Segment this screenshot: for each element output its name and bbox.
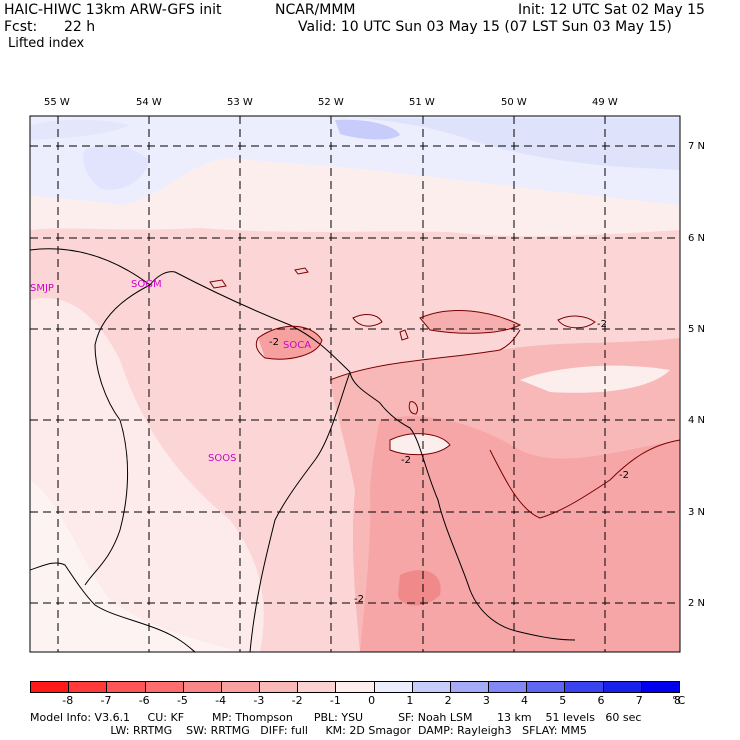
lon-label: 49 W [592, 97, 618, 108]
field-pale-patch [520, 365, 670, 393]
station-label: SOGM [131, 279, 162, 290]
colorbar-unit: °C [672, 694, 686, 707]
lat-label: 2 N [688, 598, 706, 609]
colorbar-swatch [527, 682, 566, 692]
field-core [398, 570, 441, 606]
contour-label: -2 [401, 455, 411, 466]
station-label: SOCA [283, 340, 312, 351]
colorbar-tick-label: -1 [329, 694, 341, 707]
colorbar-swatch [31, 682, 70, 692]
lat-label: 6 N [688, 233, 706, 244]
colorbar-swatch [450, 682, 490, 692]
colorbar-swatch [374, 682, 413, 692]
station-label: SMJP [30, 283, 54, 294]
station-label: SOOS [208, 453, 237, 464]
field-core [420, 310, 520, 334]
colorbar [30, 681, 680, 693]
colorbar-swatch [489, 682, 528, 692]
lat-label: 5 N [688, 324, 706, 335]
lon-label: 55 W [44, 97, 70, 108]
colorbar-tick-label: 1 [406, 694, 414, 707]
colorbar-tick-labels: -8 -7 -6 -5 -4 -3 -2 -1 0 1 2 3 4 5 6 7 8 [0, 694, 740, 708]
org-label: NCAR/MMM [275, 2, 356, 18]
colorbar-swatch [260, 682, 299, 692]
contour-label: -2 [269, 337, 279, 348]
init-time: Init: 12 UTC Sat 02 May 15 [518, 2, 705, 18]
colorbar-swatch [69, 682, 108, 692]
contour-label: -2 [354, 594, 364, 605]
colorbar-tick-label: 3 [482, 694, 490, 707]
forecast-value: 22 h [64, 19, 96, 35]
contour-label: -2 [619, 470, 629, 481]
colorbar-tick-label: 6 [597, 694, 605, 707]
colorbar-swatch [298, 682, 337, 692]
contour-label: -2 [597, 319, 607, 330]
graticule [30, 116, 680, 652]
lat-label: 3 N [688, 507, 706, 518]
colorbar-swatch [641, 682, 679, 692]
lon-label: 54 W [136, 97, 162, 108]
colorbar-swatch [412, 682, 451, 692]
colorbar-tick-label: -6 [138, 694, 150, 707]
colorbar-tick-label: -7 [100, 694, 112, 707]
lat-label: 7 N [688, 141, 706, 152]
colorbar-tick-label: 4 [521, 694, 529, 707]
field-land-pale [30, 480, 240, 652]
model-title: HAIC-HIWC 13km ARW-GFS init [4, 2, 222, 18]
colorbar-swatch [603, 682, 642, 692]
colorbar-tick-label: -3 [253, 694, 265, 707]
colorbar-tick-label: 0 [368, 694, 376, 707]
colorbar-tick-label: 2 [444, 694, 452, 707]
field-name: Lifted index [8, 36, 85, 51]
colorbar-tick-label: 5 [559, 694, 567, 707]
colorbar-swatch [565, 682, 604, 692]
field-stable-core [335, 119, 400, 140]
field-stable-core [30, 119, 130, 140]
colorbar-tick-label: 7 [635, 694, 643, 707]
lon-label: 52 W [318, 97, 344, 108]
lon-label: 53 W [227, 97, 253, 108]
colorbar-swatch [221, 682, 261, 692]
contour-minus2 [209, 267, 680, 519]
colorbar-tick-label: -8 [62, 694, 74, 707]
colorbar-tick-label: -2 [291, 694, 303, 707]
field-land-pale [30, 298, 264, 652]
field-stable-core [83, 144, 150, 190]
model-info-line2: LW: RRTMG SW: RRTMG DIFF: full KM: 2D Sm… [30, 724, 587, 737]
lon-label: 50 W [501, 97, 527, 108]
colorbar-swatch [336, 682, 375, 692]
map-frame [29, 115, 681, 653]
colorbar-swatch [183, 682, 222, 692]
lat-label: 4 N [688, 415, 706, 426]
colorbar-tick-label: 8 [674, 694, 681, 707]
coastline [30, 248, 576, 652]
colorbar-swatch [145, 682, 184, 692]
colorbar-swatch [107, 682, 146, 692]
valid-time: Valid: 10 UTC Sun 03 May 15 (07 LST Sun … [298, 19, 672, 35]
colorbar-tick-label: -4 [215, 694, 227, 707]
forecast-label: Fcst: [4, 19, 38, 35]
field-stable-core [320, 117, 680, 170]
colorbar-tick-label: -5 [176, 694, 188, 707]
lon-label: 51 W [409, 97, 435, 108]
field-pale-patch [390, 433, 450, 455]
model-info-line1: Model Info: V3.6.1 CU: KF MP: Thompson P… [30, 711, 642, 724]
